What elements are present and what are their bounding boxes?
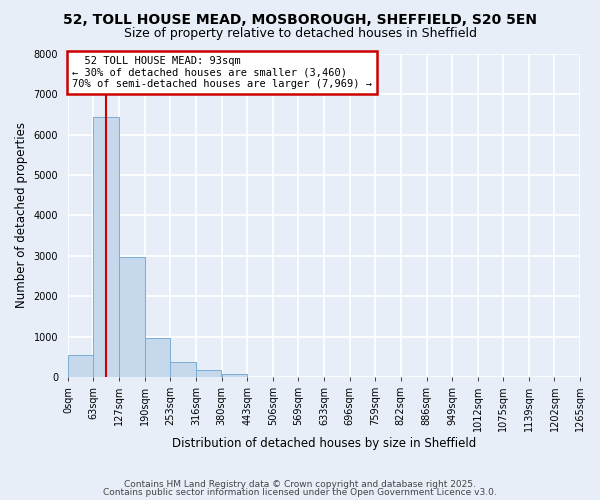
Bar bbox=[68, 354, 94, 377]
Bar bbox=[145, 338, 170, 377]
Text: 52, TOLL HOUSE MEAD, MOSBOROUGH, SHEFFIELD, S20 5EN: 52, TOLL HOUSE MEAD, MOSBOROUGH, SHEFFIE… bbox=[63, 12, 537, 26]
Bar bbox=[196, 370, 221, 377]
Bar bbox=[222, 374, 247, 377]
Bar bbox=[170, 362, 196, 377]
Bar bbox=[119, 256, 145, 377]
Bar bbox=[94, 116, 119, 377]
Text: Contains public sector information licensed under the Open Government Licence v3: Contains public sector information licen… bbox=[103, 488, 497, 497]
Text: Contains HM Land Registry data © Crown copyright and database right 2025.: Contains HM Land Registry data © Crown c… bbox=[124, 480, 476, 489]
Text: 52 TOLL HOUSE MEAD: 93sqm  
← 30% of detached houses are smaller (3,460)
70% of : 52 TOLL HOUSE MEAD: 93sqm ← 30% of detac… bbox=[72, 56, 372, 89]
Text: Size of property relative to detached houses in Sheffield: Size of property relative to detached ho… bbox=[124, 28, 476, 40]
Y-axis label: Number of detached properties: Number of detached properties bbox=[15, 122, 28, 308]
X-axis label: Distribution of detached houses by size in Sheffield: Distribution of detached houses by size … bbox=[172, 437, 476, 450]
